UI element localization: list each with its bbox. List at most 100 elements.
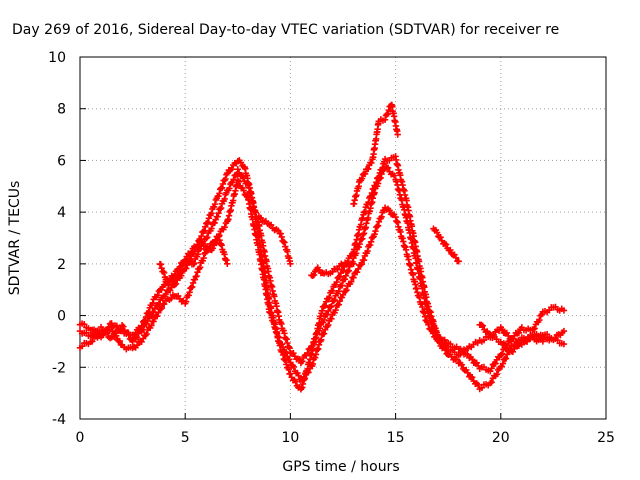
data-point xyxy=(229,179,236,186)
data-point xyxy=(343,287,350,294)
data-point xyxy=(183,265,190,272)
data-point xyxy=(480,337,488,344)
data-point xyxy=(358,175,366,182)
data-point xyxy=(305,369,312,376)
data-point xyxy=(148,322,155,329)
y-tick-label: -4 xyxy=(52,412,66,428)
data-point xyxy=(171,281,178,289)
data-point xyxy=(287,260,294,268)
data-point xyxy=(502,355,510,362)
data-point xyxy=(304,349,311,357)
data-point xyxy=(287,370,294,377)
data-point xyxy=(515,329,523,337)
data-point xyxy=(129,338,136,345)
data-point xyxy=(320,316,328,324)
data-point xyxy=(205,215,213,222)
data-point xyxy=(150,318,157,325)
data-point xyxy=(198,232,205,240)
data-point xyxy=(283,361,290,368)
data-point xyxy=(339,291,347,299)
data-point xyxy=(469,374,476,381)
data-point xyxy=(344,268,351,275)
data-point xyxy=(178,272,185,279)
data-point xyxy=(310,338,317,346)
data-point xyxy=(381,116,389,123)
series-arc-7 xyxy=(350,101,401,208)
data-point xyxy=(326,293,333,301)
data-point xyxy=(495,327,503,334)
data-point xyxy=(498,350,506,357)
data-point xyxy=(160,269,168,277)
data-point xyxy=(339,267,347,274)
data-point xyxy=(222,175,229,183)
data-point xyxy=(394,131,401,138)
data-point xyxy=(133,342,141,349)
data-point xyxy=(357,261,364,269)
data-point xyxy=(372,227,379,235)
series-arc-5 xyxy=(255,212,294,268)
data-point xyxy=(139,335,147,342)
data-point xyxy=(361,170,369,178)
data-point xyxy=(377,174,384,182)
data-point xyxy=(228,165,235,173)
chart-title: Day 269 of 2016, Sidereal Day-to-day VTE… xyxy=(12,22,559,38)
data-point xyxy=(208,225,215,232)
data-point xyxy=(89,338,96,345)
data-point xyxy=(325,307,332,315)
data-point xyxy=(309,272,316,280)
data-point xyxy=(182,298,190,305)
data-point xyxy=(81,321,88,328)
data-point xyxy=(230,176,237,183)
data-point xyxy=(224,260,231,268)
data-point xyxy=(282,349,290,356)
data-point xyxy=(158,304,166,312)
data-point xyxy=(160,281,168,289)
data-point xyxy=(385,106,392,114)
x-tick-label: 15 xyxy=(387,430,405,446)
x-tick-label: 25 xyxy=(597,430,615,446)
data-point xyxy=(350,260,357,268)
data-point xyxy=(216,190,223,197)
series-arc-8 xyxy=(430,225,462,265)
data-points xyxy=(76,101,568,393)
data-point xyxy=(380,167,387,174)
data-point xyxy=(336,273,344,280)
data-point xyxy=(200,254,207,262)
data-point xyxy=(257,214,264,221)
data-point xyxy=(345,267,352,274)
data-point xyxy=(464,369,471,377)
x-tick-label: 0 xyxy=(76,430,85,446)
y-tick-label: 6 xyxy=(57,153,66,169)
data-point xyxy=(155,309,162,316)
data-point xyxy=(350,274,357,281)
data-point xyxy=(290,363,298,371)
data-point xyxy=(154,292,161,299)
data-point xyxy=(374,222,382,229)
data-point xyxy=(292,378,299,385)
data-point xyxy=(158,286,165,294)
data-point xyxy=(280,238,287,245)
data-point xyxy=(488,365,495,372)
x-tick-label: 5 xyxy=(181,430,190,446)
data-point xyxy=(237,159,245,166)
data-point xyxy=(335,287,342,295)
data-point xyxy=(143,330,150,338)
data-point xyxy=(341,275,349,283)
data-point xyxy=(447,340,454,348)
data-point xyxy=(390,172,398,179)
data-point xyxy=(371,231,378,238)
data-point xyxy=(177,266,184,274)
data-point xyxy=(478,384,486,392)
data-point xyxy=(358,260,365,268)
data-point xyxy=(118,326,126,334)
data-point xyxy=(189,283,196,291)
data-point xyxy=(235,178,243,186)
data-point xyxy=(441,346,449,354)
series-arc-3 xyxy=(76,163,568,375)
data-point xyxy=(485,330,492,337)
data-point xyxy=(335,301,342,308)
data-point xyxy=(217,204,225,212)
x-axis-label: GPS time / hours xyxy=(282,459,399,475)
data-point xyxy=(299,358,306,365)
